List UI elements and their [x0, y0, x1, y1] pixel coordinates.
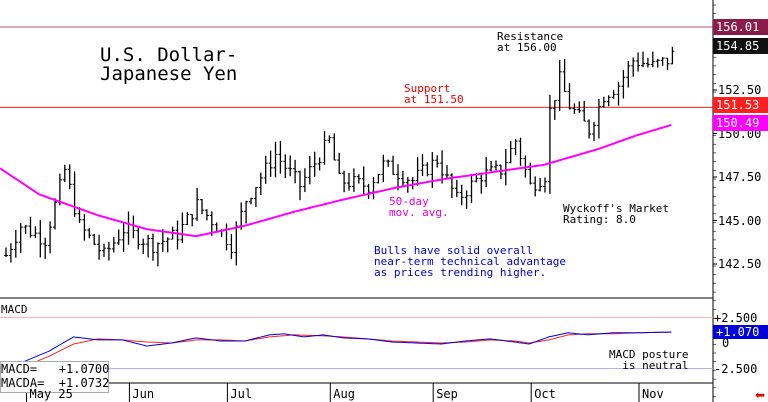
comment-annotation: Bulls have solid overall near-term techn…	[374, 244, 567, 279]
month-label: Jul	[230, 387, 253, 401]
ma50-line	[0, 124, 672, 238]
macd-value: MACD= +1.0700	[1, 362, 110, 376]
month-label: May 25	[29, 387, 73, 401]
month-label: Sep	[436, 387, 458, 401]
y-tick-label: 152.50	[718, 83, 762, 97]
y-tick-label: 142.50	[718, 257, 762, 271]
month-label: Jun	[132, 387, 155, 401]
chart-title: U.S. Dollar- Japanese Yen	[100, 46, 237, 84]
macd-note: MACD posture is neutral	[609, 348, 689, 372]
macd-tick-label: -2.500	[714, 361, 758, 376]
month-label: Aug	[333, 387, 355, 401]
resistance-price-tag: 156.01	[713, 19, 768, 35]
scroll-left-arrow-icon[interactable]: ⬅	[755, 388, 766, 402]
macd-legend: MACD= +1.0700 MACDA= +1.0732	[0, 361, 109, 393]
title-line-1: U.S. Dollar-	[100, 44, 238, 66]
y-tick-label: 145.00	[718, 213, 762, 228]
support-annotation: Support at 151.50	[404, 82, 464, 106]
month-label: Oct	[534, 387, 556, 401]
title-line-2: Japanese Yen	[100, 63, 238, 85]
ma-price-tag: 150.49	[713, 115, 768, 131]
macd-tick-label: 0	[722, 336, 730, 350]
support-price-tag: 151.53	[713, 97, 768, 113]
macd-price-tag: +1.070	[713, 325, 768, 339]
month-label: Nov	[642, 387, 664, 401]
macd-label: MACD	[1, 303, 28, 316]
rating-annotation: Wyckoff's Market Rating: 8.0	[563, 202, 669, 226]
y-tick-label: 147.50	[718, 170, 762, 184]
ma-annotation: 50-day mov. avg.	[389, 195, 449, 219]
last-price-tag: 154.85	[713, 38, 768, 54]
macda-value: MACDA= +1.0732	[1, 376, 110, 390]
macd-tick-label: +2.500	[714, 310, 758, 325]
macd-line	[0, 331, 672, 370]
resistance-annotation: Resistance at 156.00	[497, 30, 564, 54]
